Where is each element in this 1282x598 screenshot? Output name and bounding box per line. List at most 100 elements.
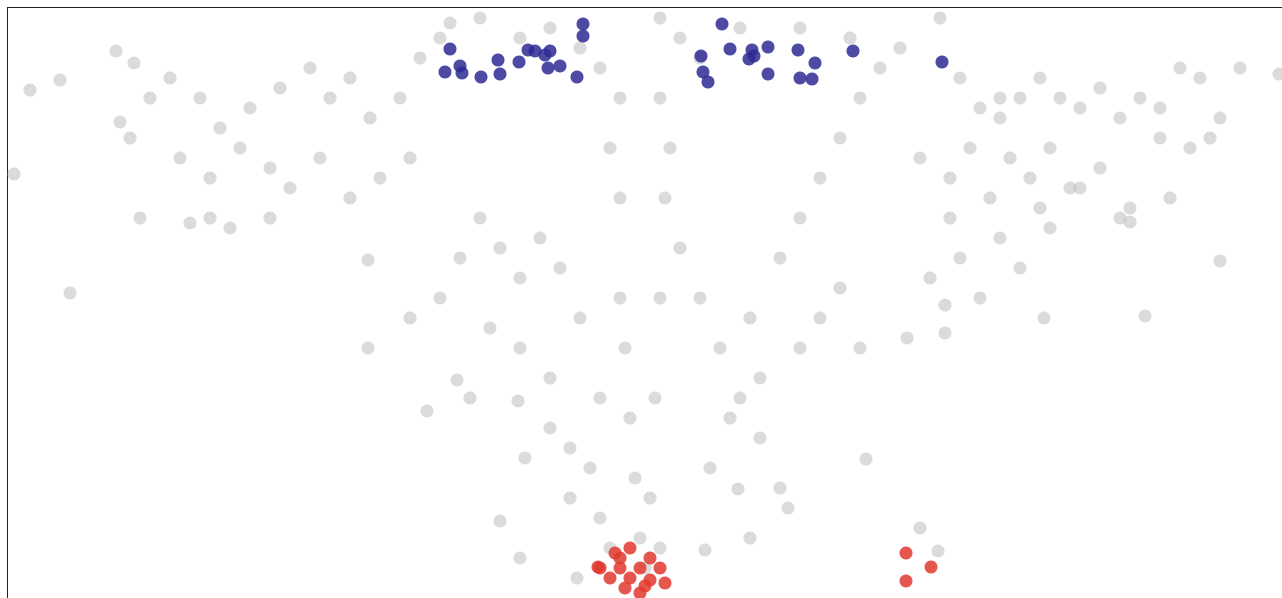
- point: [263, 161, 277, 175]
- point: [603, 571, 617, 585]
- point: [791, 43, 805, 57]
- point: [923, 271, 937, 285]
- point: [808, 56, 822, 70]
- point: [899, 546, 913, 560]
- point: [143, 91, 157, 105]
- point: [223, 221, 237, 235]
- point: [843, 31, 857, 45]
- point: [638, 579, 652, 593]
- point: [747, 49, 761, 63]
- point: [1203, 131, 1217, 145]
- point: [323, 91, 337, 105]
- point: [1153, 131, 1167, 145]
- point: [541, 61, 555, 75]
- point: [913, 151, 927, 165]
- point: [931, 544, 945, 558]
- point: [613, 291, 627, 305]
- point: [899, 574, 913, 588]
- point: [513, 341, 527, 355]
- point: [633, 561, 647, 575]
- point: [553, 261, 567, 275]
- point: [576, 17, 590, 31]
- point: [781, 501, 795, 515]
- point: [213, 121, 227, 135]
- point: [873, 61, 887, 75]
- point: [933, 11, 947, 25]
- point: [643, 551, 657, 565]
- point: [813, 311, 827, 325]
- point: [1073, 181, 1087, 195]
- point: [833, 131, 847, 145]
- point: [963, 141, 977, 155]
- point: [533, 231, 547, 245]
- point: [1173, 61, 1187, 75]
- point: [233, 141, 247, 155]
- point: [593, 391, 607, 405]
- point: [563, 491, 577, 505]
- point: [673, 31, 687, 45]
- point: [1013, 91, 1027, 105]
- point: [1153, 101, 1167, 115]
- point: [693, 291, 707, 305]
- point: [593, 511, 607, 525]
- point: [63, 286, 77, 300]
- point: [648, 391, 662, 405]
- point: [731, 482, 745, 496]
- point: [133, 211, 147, 225]
- points: [7, 11, 1282, 598]
- point: [761, 40, 775, 54]
- point: [733, 391, 747, 405]
- point: [491, 53, 505, 67]
- point: [938, 298, 952, 312]
- point: [450, 373, 464, 387]
- point: [1023, 171, 1037, 185]
- point: [361, 253, 375, 267]
- point: [1043, 141, 1057, 155]
- point: [653, 561, 667, 575]
- point: [528, 44, 542, 58]
- point: [793, 211, 807, 225]
- point: [859, 452, 873, 466]
- point: [618, 581, 632, 595]
- point: [438, 65, 452, 79]
- point: [1093, 161, 1107, 175]
- point: [943, 171, 957, 185]
- point: [493, 67, 507, 81]
- point: [793, 71, 807, 85]
- point: [743, 311, 757, 325]
- point: [653, 541, 667, 555]
- point: [163, 71, 177, 85]
- point: [474, 70, 488, 84]
- point: [543, 44, 557, 58]
- point: [993, 231, 1007, 245]
- point: [753, 431, 767, 445]
- point: [628, 471, 642, 485]
- point: [694, 49, 708, 63]
- point: [715, 17, 729, 31]
- point: [1033, 71, 1047, 85]
- point: [493, 514, 507, 528]
- point: [518, 451, 532, 465]
- point: [453, 251, 467, 265]
- point: [273, 81, 287, 95]
- point: [183, 216, 197, 230]
- point: [393, 91, 407, 105]
- point: [623, 571, 637, 585]
- point: [343, 191, 357, 205]
- point: [53, 73, 67, 87]
- point: [924, 560, 938, 574]
- point: [613, 191, 627, 205]
- point: [893, 41, 907, 55]
- point: [573, 41, 587, 55]
- point: [473, 211, 487, 225]
- point: [698, 543, 712, 557]
- point: [953, 71, 967, 85]
- point: [1037, 311, 1051, 325]
- point: [993, 91, 1007, 105]
- point: [1213, 254, 1227, 268]
- point: [420, 404, 434, 418]
- point: [753, 371, 767, 385]
- point: [973, 101, 987, 115]
